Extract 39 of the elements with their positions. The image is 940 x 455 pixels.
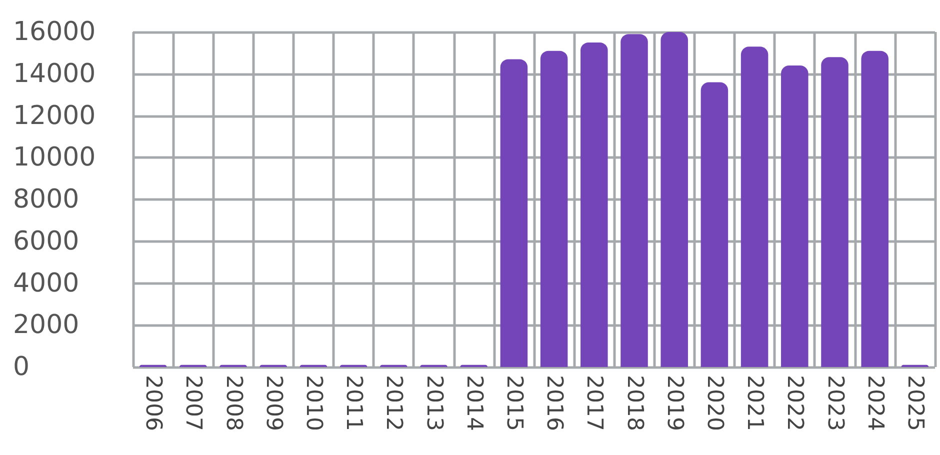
bar bbox=[740, 46, 768, 367]
x-tick-label: 2011 bbox=[341, 375, 366, 431]
bar bbox=[821, 57, 848, 367]
x-tick-label: 2024 bbox=[862, 375, 888, 431]
x-tick-label: 2009 bbox=[260, 375, 286, 431]
bar bbox=[660, 32, 688, 367]
x-tick-label: 2012 bbox=[381, 375, 406, 431]
x-tick-label: 2023 bbox=[822, 375, 848, 431]
x-tick-label: 2018 bbox=[622, 375, 647, 431]
bar bbox=[620, 34, 648, 367]
y-tick-label: 16000 bbox=[13, 17, 96, 47]
y-tick-label: 10000 bbox=[13, 142, 96, 173]
x-tick-label: 2008 bbox=[220, 375, 246, 431]
y-tick-label: 2000 bbox=[13, 310, 80, 340]
x-tick-label: 2013 bbox=[421, 375, 446, 431]
bar bbox=[500, 59, 528, 367]
y-tick-label: 0 bbox=[13, 352, 30, 382]
x-tick-label: 2016 bbox=[542, 375, 567, 431]
x-tick-label: 2020 bbox=[702, 375, 727, 431]
x-tick-label: 2014 bbox=[461, 375, 486, 431]
x-tick-label: 2007 bbox=[180, 375, 206, 431]
y-tick-label: 4000 bbox=[13, 268, 80, 298]
y-tick-label: 12000 bbox=[13, 100, 96, 131]
bar bbox=[580, 42, 608, 367]
x-tick-label: 2006 bbox=[140, 375, 166, 431]
x-tick-label: 2017 bbox=[582, 375, 607, 431]
y-tick-label: 6000 bbox=[13, 226, 80, 256]
x-tick-label: 2025 bbox=[902, 375, 928, 431]
x-tick-label: 2021 bbox=[742, 375, 768, 431]
x-tick-label: 2022 bbox=[782, 375, 808, 431]
bar bbox=[700, 82, 728, 367]
x-tick-label: 2015 bbox=[501, 375, 526, 431]
x-tick-label: 2010 bbox=[300, 375, 326, 431]
bar bbox=[540, 50, 568, 367]
x-tick-label: 2019 bbox=[662, 375, 687, 431]
y-tick-label: 8000 bbox=[13, 184, 80, 214]
y-tick-label: 14000 bbox=[13, 58, 96, 89]
bar bbox=[861, 50, 888, 367]
bar bbox=[781, 66, 808, 367]
